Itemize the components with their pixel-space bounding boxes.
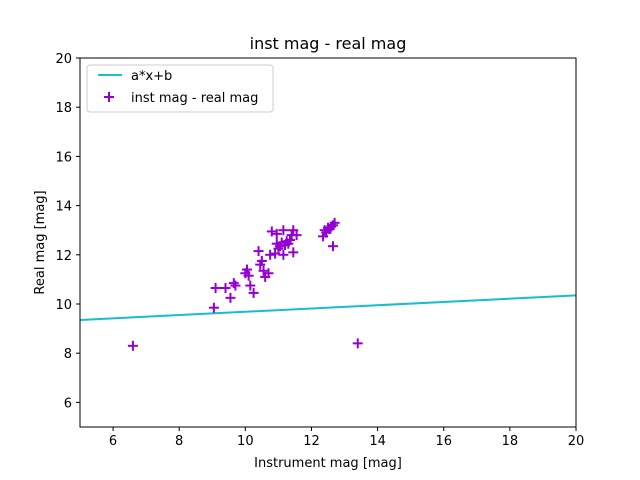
data-point xyxy=(256,255,267,266)
x-tick-label: 8 xyxy=(175,434,183,449)
x-tick-label: 10 xyxy=(237,434,254,449)
legend: a*x+b inst mag - real mag xyxy=(86,64,274,113)
data-point xyxy=(291,230,302,241)
y-tick-label: 18 xyxy=(55,101,72,116)
y-axis-label: Real mag [mag] xyxy=(33,190,48,294)
x-tick-label: 20 xyxy=(568,434,585,449)
data-point xyxy=(352,338,363,349)
axis-ticks: 6 8 10 12 14 16 18 20 6 8 10 12 14 16 18 20 xyxy=(55,52,584,449)
data-point xyxy=(327,241,338,252)
data-point xyxy=(329,217,340,228)
x-tick-label: 18 xyxy=(502,434,519,449)
chart-title: inst mag - real mag xyxy=(250,34,407,53)
y-tick-label: 14 xyxy=(55,200,72,215)
y-tick-label: 6 xyxy=(64,396,72,411)
data-point xyxy=(248,287,259,298)
legend-label-fit: a*x+b xyxy=(131,69,172,84)
y-tick-label: 16 xyxy=(55,150,72,165)
data-point xyxy=(288,247,299,258)
data-point xyxy=(220,283,231,294)
data-point xyxy=(265,249,276,260)
data-point xyxy=(284,235,295,246)
legend-plus-swatch xyxy=(104,92,114,102)
data-point xyxy=(271,228,282,239)
data-point xyxy=(208,302,219,313)
data-point xyxy=(210,283,221,294)
data-point xyxy=(278,225,289,236)
legend-box xyxy=(86,64,274,113)
y-tick-label: 8 xyxy=(64,347,72,362)
x-tick-label: 12 xyxy=(303,434,320,449)
data-marks xyxy=(79,217,577,351)
y-tick-label: 20 xyxy=(55,52,72,67)
y-tick-label: 12 xyxy=(55,249,72,264)
data-point xyxy=(127,340,138,351)
x-tick-label: 6 xyxy=(109,434,117,449)
y-tick-label: 10 xyxy=(55,298,72,313)
data-point xyxy=(225,292,236,303)
data-point xyxy=(253,246,264,257)
x-axis-label: Instrument mag [mag] xyxy=(254,456,402,471)
x-tick-label: 16 xyxy=(435,434,452,449)
data-point xyxy=(263,268,274,279)
data-point xyxy=(243,270,254,281)
x-tick-label: 14 xyxy=(369,434,386,449)
data-point xyxy=(241,264,252,275)
data-point xyxy=(278,249,289,260)
legend-label-points: inst mag - real mag xyxy=(131,91,258,106)
data-point xyxy=(230,280,241,291)
fit-line xyxy=(79,294,577,321)
data-point xyxy=(245,280,256,291)
plot-frame xyxy=(79,57,577,428)
